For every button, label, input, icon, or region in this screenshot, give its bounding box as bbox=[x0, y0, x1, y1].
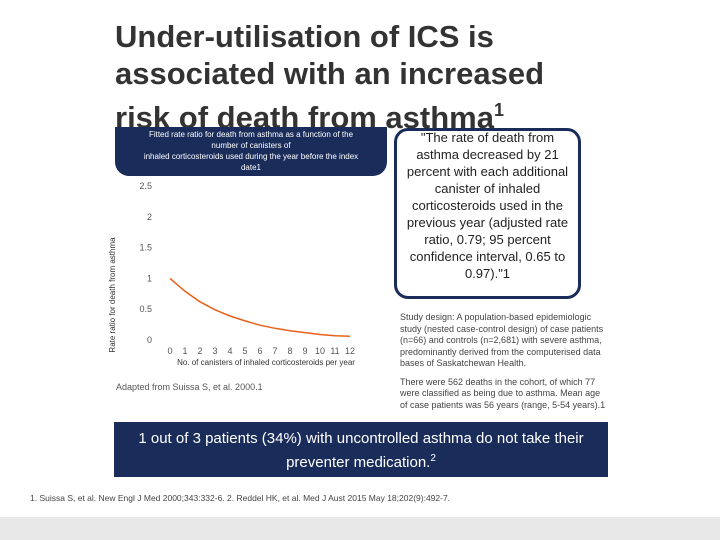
x-tick-label-8: 8 bbox=[287, 346, 292, 356]
y-tick-label-4: 2 bbox=[147, 212, 152, 222]
y-tick-label-1: 0.5 bbox=[139, 304, 152, 314]
y-tick-label-0: 0 bbox=[147, 335, 152, 345]
chart-source-note: Adapted from Suissa S, et al. 2000.1 bbox=[116, 382, 263, 392]
x-tick-label-2: 2 bbox=[197, 346, 202, 356]
x-tick-label-5: 5 bbox=[242, 346, 247, 356]
x-tick-label-0: 0 bbox=[167, 346, 172, 356]
rate-ratio-curve bbox=[169, 277, 351, 338]
title-line-1: Under-utilisation of ICS is bbox=[115, 19, 494, 54]
x-tick-label-4: 4 bbox=[227, 346, 232, 356]
chart-header-line-2: number of canisters of bbox=[211, 141, 291, 150]
quote-text: "The rate of death from asthma decreased… bbox=[406, 130, 569, 281]
chart-header-line-3: inhaled corticosteroids used during the … bbox=[143, 152, 359, 161]
y-axis-label: Rate ratio for death from asthma bbox=[108, 237, 117, 353]
y-tick-label-2: 1 bbox=[147, 273, 152, 283]
chart-header-line-1: Fitted rate ratio for death from asthma … bbox=[148, 130, 354, 139]
rate-ratio-chart: Rate ratio for death from asthma 0 0.5 1 1.… bbox=[108, 181, 355, 367]
slide-title: Under-utilisation of ICS is associated w… bbox=[115, 18, 555, 136]
x-tick-label-3: 3 bbox=[212, 346, 217, 356]
references: 1. Suissa S, et al. New Engl J Med 2000;… bbox=[30, 493, 451, 503]
study-description: Study design: A population-based epidemi… bbox=[400, 312, 610, 418]
x-tick-label-1: 1 bbox=[182, 346, 187, 356]
x-axis-label: No. of canisters of inhaled corticostero… bbox=[177, 358, 355, 367]
study-design-text: Study design: A population-based epidemi… bbox=[400, 312, 604, 368]
x-tick-label-12: 12 bbox=[345, 346, 355, 356]
key-message-banner: 1 out of 3 patients (34%) with uncontrol… bbox=[114, 422, 608, 477]
quote-box: "The rate of death from asthma decreased… bbox=[394, 128, 581, 299]
chart-header-line-4: date1 bbox=[240, 163, 262, 172]
title-line-2: associated with an increased bbox=[115, 56, 545, 91]
x-tick-label-6: 6 bbox=[257, 346, 262, 356]
chart-header: Fitted rate ratio for death from asthma … bbox=[115, 127, 387, 176]
x-tick-label-7: 7 bbox=[272, 346, 277, 356]
title-superscript: 1 bbox=[493, 100, 504, 120]
study-deaths-text: There were 562 deaths in the cohort, of … bbox=[400, 376, 606, 410]
banner-text: 1 out of 3 patients (34%) with uncontrol… bbox=[138, 430, 584, 471]
x-tick-label-11: 11 bbox=[330, 346, 339, 356]
bottom-bar bbox=[0, 517, 720, 540]
y-tick-label-5: 2.5 bbox=[139, 181, 152, 191]
y-tick-label-3: 1.5 bbox=[139, 243, 152, 253]
x-tick-label-9: 9 bbox=[302, 346, 307, 356]
x-tick-label-10: 10 bbox=[315, 346, 325, 356]
banner-superscript: 2 bbox=[430, 453, 436, 464]
